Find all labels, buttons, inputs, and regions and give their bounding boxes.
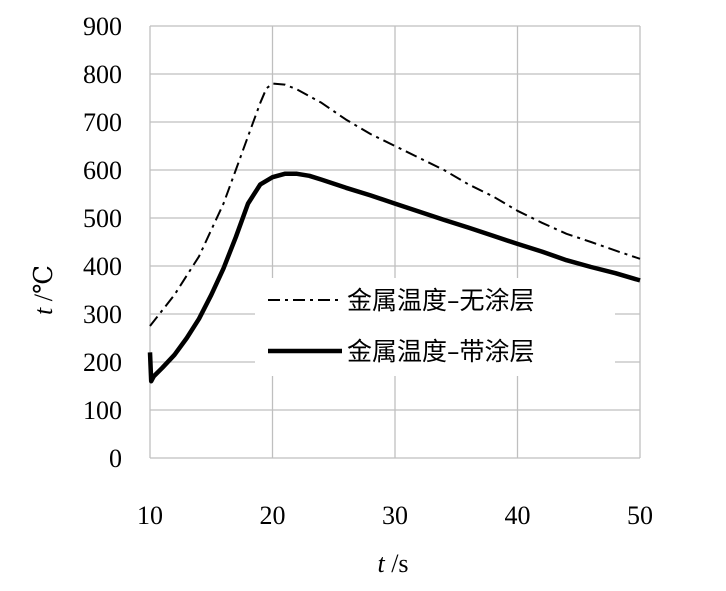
series-lines (147, 82, 641, 384)
x-tick-label: 50 (627, 501, 653, 530)
x-tick-label: 30 (382, 501, 408, 530)
x-axis-title-unit: /s (385, 549, 409, 578)
y-axis-title-unit: /℃ (29, 265, 58, 308)
legend-background (255, 278, 615, 376)
y-tick-label: 900 (83, 12, 122, 41)
x-axis-title: t /s (377, 549, 408, 578)
x-tick-label: 10 (137, 501, 163, 530)
y-axis-title: t /℃ (29, 265, 58, 315)
grid-lines (149, 25, 641, 459)
x-axis-title-symbol: t (377, 549, 385, 578)
y-tick-labels: 0 100 200 300 400 500 600 700 800 900 (83, 12, 122, 473)
x-tick-label: 40 (505, 501, 531, 530)
y-tick-label: 300 (83, 300, 122, 329)
x-tick-label: 20 (260, 501, 286, 530)
series-line-with-coating (147, 171, 641, 384)
y-tick-label: 800 (83, 60, 122, 89)
y-tick-label: 0 (109, 444, 122, 473)
y-tick-label: 400 (83, 252, 122, 281)
x-tick-labels: 10 20 30 40 50 (137, 501, 653, 530)
y-tick-label: 500 (83, 204, 122, 233)
y-tick-label: 700 (83, 108, 122, 137)
y-tick-label: 100 (83, 396, 122, 425)
legend: 金属温度–无涂层 金属温度–带涂层 (255, 278, 615, 376)
y-tick-label: 200 (83, 348, 122, 377)
legend-label-with-coating: 金属温度–带涂层 (347, 337, 535, 366)
y-axis-title-symbol: t (29, 307, 58, 315)
legend-label-no-coating: 金属温度–无涂层 (347, 286, 535, 315)
y-tick-label: 600 (83, 156, 122, 185)
series-line-no-coating (149, 82, 641, 327)
